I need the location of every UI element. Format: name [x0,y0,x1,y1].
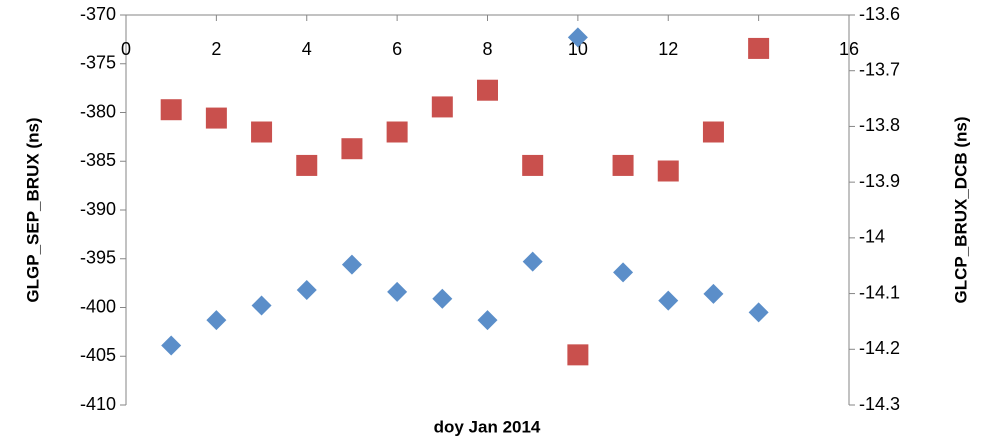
diamond-marker [658,290,679,311]
x-tick-label: 6 [392,39,402,59]
y2-tick-label: -14 [859,227,885,247]
y-tick-label: -405 [80,345,116,365]
square-marker [341,138,363,160]
square-marker [296,154,318,176]
x-axis-title: doy Jan 2014 [434,417,541,436]
y-tick-label: -375 [80,53,116,73]
square-marker [251,121,273,143]
square-marker [160,99,182,121]
x-tick-label: 10 [568,39,588,59]
x-tick-label: 16 [839,39,859,59]
square-marker [702,121,724,143]
diamond-marker [477,310,498,331]
y2-tick-label: -14.1 [859,282,900,302]
y-tick-label: -410 [80,394,116,414]
square-marker [567,344,589,366]
y2-tick-label: -14.3 [859,394,900,414]
y-tick-label: -395 [80,248,116,268]
y2-tick-label: -14.2 [859,338,900,358]
diamond-marker [341,254,362,275]
diamond-marker [432,288,453,309]
square-marker [748,37,770,59]
diamond-marker [251,295,272,316]
diamond-marker [296,279,317,300]
x-tick-label: 12 [658,39,678,59]
x-tick-label: 2 [211,39,221,59]
x-tick-label: 0 [121,39,131,59]
diamond-marker [567,27,588,48]
diamond-marker [522,251,543,272]
diamond-marker [161,335,182,356]
diamond-marker [703,283,724,304]
y-tick-label: -380 [80,101,116,121]
x-tick-label: 4 [302,39,312,59]
square-marker [612,154,634,176]
y2-tick-label: -13.9 [859,171,900,191]
square-marker [386,121,408,143]
y2-tick-label: -13.6 [859,4,900,24]
square-marker [477,79,498,101]
diamond-marker [748,302,769,323]
square-marker [205,107,227,129]
diamond-marker [387,281,408,302]
y2-tick-label: -13.8 [859,115,900,135]
square-marker [522,154,544,176]
y2-tick-label: -13.7 [859,59,900,79]
y-tick-label: -370 [80,4,116,24]
diamond-marker [206,310,227,331]
y-axis-title: GLGP_SEP_BRUX (ns) [23,117,42,302]
y-tick-label: -400 [80,296,116,316]
square-marker [657,160,679,182]
square-marker [431,96,453,118]
y-tick-label: -390 [80,199,116,219]
x-tick-label: 8 [482,39,492,59]
y-tick-label: -385 [80,150,116,170]
y2-axis-title: GLCP_BRUX_DCB (ns) [951,116,970,303]
diamond-marker [613,262,634,283]
